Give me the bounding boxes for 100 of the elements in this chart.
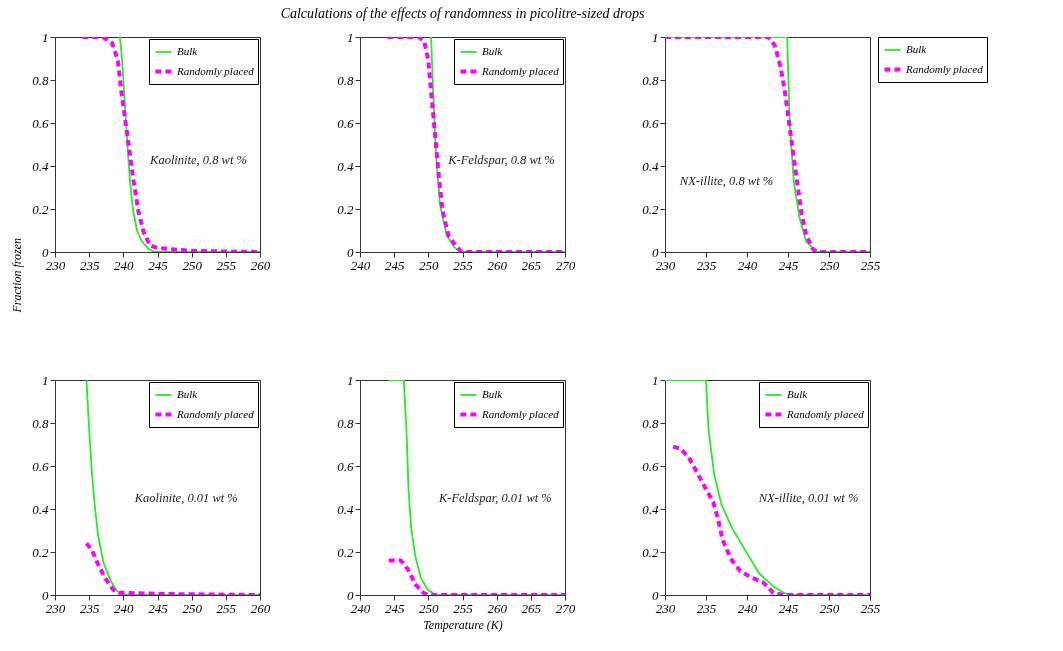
x-tick-label: 240 <box>114 600 135 616</box>
x-tick-label: 265 <box>521 600 542 616</box>
y-tick-label: 0 <box>42 244 49 260</box>
x-tick-label: 250 <box>182 257 203 273</box>
y-tick-label: 0.6 <box>337 458 354 474</box>
annotation: K-Feldspar, 0.8 wt % <box>447 152 555 167</box>
y-tick-label: 0.2 <box>337 544 354 560</box>
y-tick-label: 0.6 <box>642 458 659 474</box>
x-tick-label: 230 <box>655 600 676 616</box>
annotation: NX-illite, 0.01 wt % <box>757 491 859 506</box>
x-tick-label: 250 <box>182 600 203 616</box>
x-tick-label: 260 <box>250 600 271 616</box>
annotation: NX-illite, 0.8 wt % <box>678 174 774 189</box>
x-tick-label: 230 <box>45 600 66 616</box>
x-tick-label: 270 <box>555 600 576 616</box>
y-tick-label: 0.4 <box>337 158 354 174</box>
y-tick-label: 1 <box>652 372 659 388</box>
legend-label: Randomly placed <box>481 64 560 77</box>
x-tick-label: 230 <box>45 257 66 273</box>
y-tick-label: 0.2 <box>337 201 354 217</box>
annotation: Kaolinite, 0.01 wt % <box>133 491 238 506</box>
x-tick-label: 235 <box>696 257 717 273</box>
y-tick-label: 1 <box>347 29 354 45</box>
x-tick-label: 265 <box>521 257 542 273</box>
legend-label: Randomly placed <box>176 64 255 77</box>
y-tick-label: 0.8 <box>337 72 354 88</box>
x-tick-label: 245 <box>778 257 799 273</box>
x-tick-label: 250 <box>819 600 840 616</box>
line-series <box>85 380 260 595</box>
x-tick-label: 255 <box>216 600 237 616</box>
y-tick-label: 0 <box>652 244 659 260</box>
y-tick-label: 1 <box>42 29 49 45</box>
line-series <box>80 37 260 252</box>
y-tick-label: 0 <box>652 587 659 603</box>
x-tick-label: 245 <box>384 600 405 616</box>
line-series <box>386 558 565 595</box>
legend-label: Bulk <box>482 388 504 400</box>
x-tick-label: 240 <box>737 257 758 273</box>
y-tick-label: 1 <box>42 372 49 388</box>
x-tick-label: 235 <box>696 600 717 616</box>
y-tick-label: 0.4 <box>32 158 49 174</box>
x-tick-label: 255 <box>860 257 881 273</box>
y-tick-label: 1 <box>347 372 354 388</box>
chart-title: Calculations of the effects of randomness in picolitre-sized drops <box>280 6 645 21</box>
y-tick-label: 0 <box>42 587 49 603</box>
legend-label: Bulk <box>482 45 504 57</box>
y-tick-label: 0.8 <box>337 415 354 431</box>
x-tick-label: 245 <box>384 257 405 273</box>
x-tick-label: 255 <box>216 257 237 273</box>
y-tick-label: 0.6 <box>642 115 659 131</box>
y-tick-label: 0.2 <box>642 544 659 560</box>
legend-label: Bulk <box>177 45 199 57</box>
x-axis-title: Temperature (K) <box>423 617 503 632</box>
annotation: K-Feldspar, 0.01 wt % <box>437 491 552 506</box>
line-series <box>84 541 260 595</box>
x-tick-label: 245 <box>148 600 169 616</box>
legend-label: Bulk <box>787 388 809 400</box>
y-tick-label: 0.2 <box>32 201 49 217</box>
x-tick-label: 255 <box>860 600 881 616</box>
legend-label: Randomly placed <box>481 407 560 420</box>
y-tick-label: 0.2 <box>32 544 49 560</box>
x-tick-label: 260 <box>487 600 508 616</box>
y-tick-label: 0.8 <box>32 72 49 88</box>
x-tick-label: 270 <box>555 257 576 273</box>
legend-label: Randomly placed <box>786 407 865 420</box>
y-tick-label: 0.4 <box>642 158 659 174</box>
x-tick-label: 255 <box>453 600 474 616</box>
y-tick-label: 0.6 <box>337 115 354 131</box>
legend-label: Bulk <box>906 43 928 55</box>
annotation: Kaolinite, 0.8 wt % <box>149 152 247 167</box>
y-tick-label: 0.4 <box>32 501 49 517</box>
x-tick-label: 240 <box>737 600 758 616</box>
x-tick-label: 260 <box>487 257 508 273</box>
x-tick-label: 260 <box>250 257 271 273</box>
x-tick-label: 240 <box>350 600 371 616</box>
y-tick-label: 0 <box>347 587 354 603</box>
y-tick-label: 0.4 <box>337 501 354 517</box>
y-tick-label: 0.4 <box>642 501 659 517</box>
y-tick-label: 0.8 <box>642 72 659 88</box>
y-tick-label: 0.6 <box>32 458 49 474</box>
legend-label: Randomly placed <box>905 62 984 75</box>
x-tick-label: 250 <box>419 257 440 273</box>
x-tick-label: 230 <box>655 257 676 273</box>
x-tick-label: 250 <box>819 257 840 273</box>
y-tick-label: 0.8 <box>32 415 49 431</box>
x-tick-label: 255 <box>453 257 474 273</box>
x-tick-label: 245 <box>148 257 169 273</box>
line-series <box>671 444 870 595</box>
x-tick-label: 245 <box>778 600 799 616</box>
x-tick-label: 240 <box>114 257 135 273</box>
y-tick-label: 0.6 <box>32 115 49 131</box>
y-tick-label: 0.2 <box>642 201 659 217</box>
legend-label: Randomly placed <box>176 407 255 420</box>
line-series <box>430 37 565 252</box>
y-tick-label: 0 <box>347 244 354 260</box>
line-series <box>119 37 260 252</box>
x-tick-label: 250 <box>419 600 440 616</box>
y-tick-label: 0.8 <box>642 415 659 431</box>
line-series <box>385 37 565 252</box>
x-tick-label: 235 <box>79 257 100 273</box>
